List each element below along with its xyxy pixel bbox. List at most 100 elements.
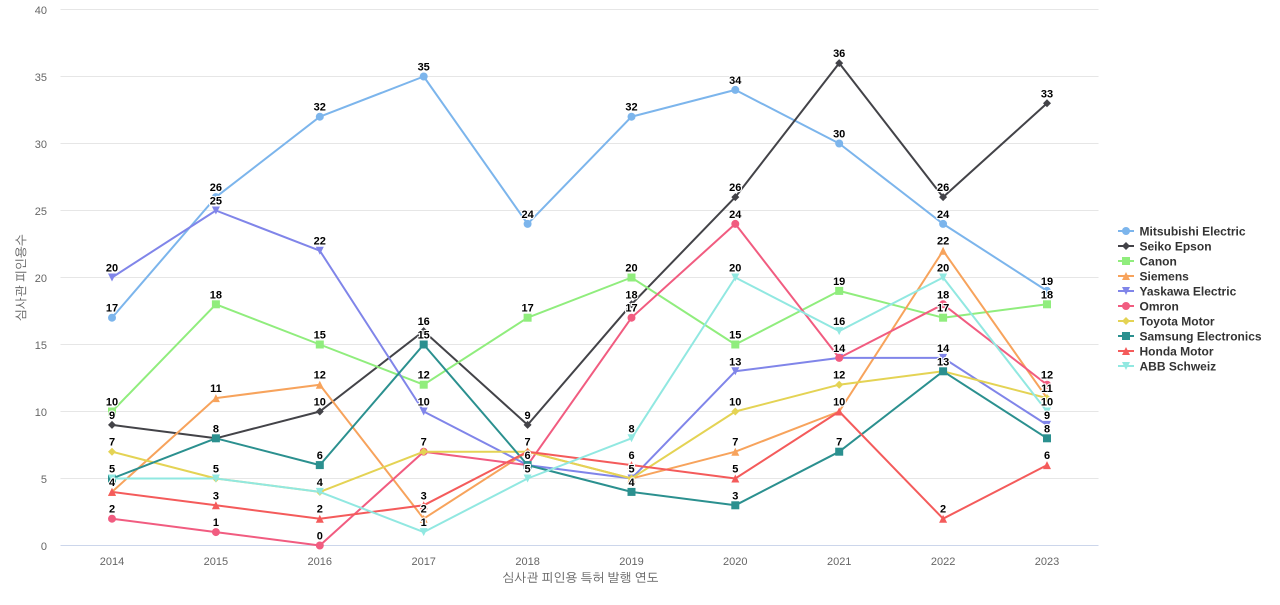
svg-text:17: 17 (521, 303, 533, 315)
svg-text:10: 10 (314, 397, 326, 409)
svg-text:15: 15 (314, 330, 326, 342)
svg-text:12: 12 (833, 370, 845, 382)
svg-text:5: 5 (628, 464, 634, 476)
svg-text:6: 6 (1044, 450, 1050, 462)
svg-text:Seiko Epson: Seiko Epson (1140, 239, 1212, 253)
svg-text:1: 1 (421, 517, 427, 529)
svg-text:1: 1 (213, 517, 219, 529)
svg-text:0: 0 (317, 531, 323, 543)
svg-text:20: 20 (35, 273, 47, 285)
svg-text:4: 4 (109, 477, 116, 489)
svg-text:20: 20 (937, 263, 949, 275)
svg-text:15: 15 (35, 340, 47, 352)
svg-text:12: 12 (314, 370, 326, 382)
svg-text:35: 35 (418, 62, 430, 74)
svg-text:3: 3 (732, 490, 738, 502)
svg-text:2023: 2023 (1035, 556, 1059, 568)
svg-text:6: 6 (317, 450, 323, 462)
svg-text:Toyota Motor: Toyota Motor (1140, 314, 1215, 328)
svg-text:8: 8 (1044, 423, 1050, 435)
svg-text:25: 25 (35, 206, 47, 218)
svg-text:4: 4 (317, 477, 324, 489)
svg-text:11: 11 (210, 383, 222, 395)
svg-text:2015: 2015 (204, 556, 228, 568)
svg-text:26: 26 (210, 182, 222, 194)
svg-text:4: 4 (628, 477, 635, 489)
svg-text:6: 6 (628, 450, 634, 462)
svg-text:22: 22 (314, 236, 326, 248)
svg-text:5: 5 (732, 464, 738, 476)
svg-text:2014: 2014 (100, 556, 124, 568)
svg-text:30: 30 (833, 129, 845, 141)
svg-text:40: 40 (35, 5, 47, 17)
svg-text:8: 8 (628, 423, 634, 435)
svg-text:Honda Motor: Honda Motor (1140, 344, 1214, 358)
svg-text:6: 6 (525, 450, 531, 462)
svg-text:19: 19 (1041, 276, 1053, 288)
svg-text:18: 18 (937, 289, 949, 301)
svg-text:12: 12 (1041, 370, 1053, 382)
svg-text:8: 8 (213, 423, 219, 435)
svg-text:2: 2 (109, 504, 115, 516)
svg-text:24: 24 (937, 209, 950, 221)
svg-text:7: 7 (732, 437, 738, 449)
svg-text:13: 13 (729, 356, 741, 368)
svg-text:30: 30 (35, 139, 47, 151)
svg-text:Samsung Electronics: Samsung Electronics (1140, 329, 1262, 343)
svg-text:18: 18 (1041, 289, 1053, 301)
svg-text:14: 14 (937, 343, 950, 355)
svg-text:20: 20 (729, 263, 741, 275)
svg-text:12: 12 (418, 370, 430, 382)
svg-text:Canon: Canon (1140, 254, 1177, 268)
svg-text:34: 34 (729, 75, 742, 87)
svg-text:14: 14 (833, 343, 846, 355)
svg-text:7: 7 (836, 437, 842, 449)
svg-text:3: 3 (213, 490, 219, 502)
svg-text:22: 22 (937, 236, 949, 248)
svg-text:33: 33 (1041, 88, 1053, 100)
svg-text:36: 36 (833, 48, 845, 60)
svg-text:17: 17 (937, 303, 949, 315)
svg-text:2: 2 (940, 504, 946, 516)
svg-text:5: 5 (213, 464, 219, 476)
svg-text:19: 19 (833, 276, 845, 288)
svg-text:0: 0 (41, 541, 47, 553)
svg-text:18: 18 (625, 289, 637, 301)
svg-text:Yaskawa Electric: Yaskawa Electric (1140, 284, 1237, 298)
svg-text:2022: 2022 (931, 556, 955, 568)
svg-text:7: 7 (109, 437, 115, 449)
svg-text:17: 17 (106, 303, 118, 315)
svg-text:35: 35 (35, 72, 47, 84)
svg-text:18: 18 (210, 289, 222, 301)
svg-text:11: 11 (1041, 383, 1053, 395)
svg-text:Omron: Omron (1140, 299, 1179, 313)
svg-text:16: 16 (418, 316, 430, 328)
svg-text:5: 5 (525, 464, 531, 476)
svg-text:2016: 2016 (308, 556, 332, 568)
svg-text:3: 3 (421, 490, 427, 502)
svg-text:32: 32 (625, 102, 637, 114)
svg-text:24: 24 (729, 209, 742, 221)
svg-text:26: 26 (937, 182, 949, 194)
svg-text:2020: 2020 (723, 556, 747, 568)
svg-text:24: 24 (521, 209, 534, 221)
svg-text:Mitsubishi Electric: Mitsubishi Electric (1140, 224, 1246, 238)
svg-text:9: 9 (109, 410, 115, 422)
svg-text:7: 7 (525, 437, 531, 449)
svg-text:10: 10 (833, 397, 845, 409)
svg-text:ABB Schweiz: ABB Schweiz (1140, 359, 1217, 373)
svg-text:2018: 2018 (515, 556, 539, 568)
svg-text:16: 16 (833, 316, 845, 328)
svg-text:15: 15 (729, 330, 741, 342)
svg-text:10: 10 (106, 397, 118, 409)
svg-text:10: 10 (1041, 397, 1053, 409)
svg-text:2021: 2021 (827, 556, 851, 568)
svg-text:9: 9 (525, 410, 531, 422)
svg-text:32: 32 (314, 102, 326, 114)
svg-text:2: 2 (317, 504, 323, 516)
svg-text:Siemens: Siemens (1140, 269, 1190, 283)
svg-text:20: 20 (625, 263, 637, 275)
svg-text:20: 20 (106, 263, 118, 275)
svg-text:7: 7 (421, 437, 427, 449)
svg-text:25: 25 (210, 196, 222, 208)
